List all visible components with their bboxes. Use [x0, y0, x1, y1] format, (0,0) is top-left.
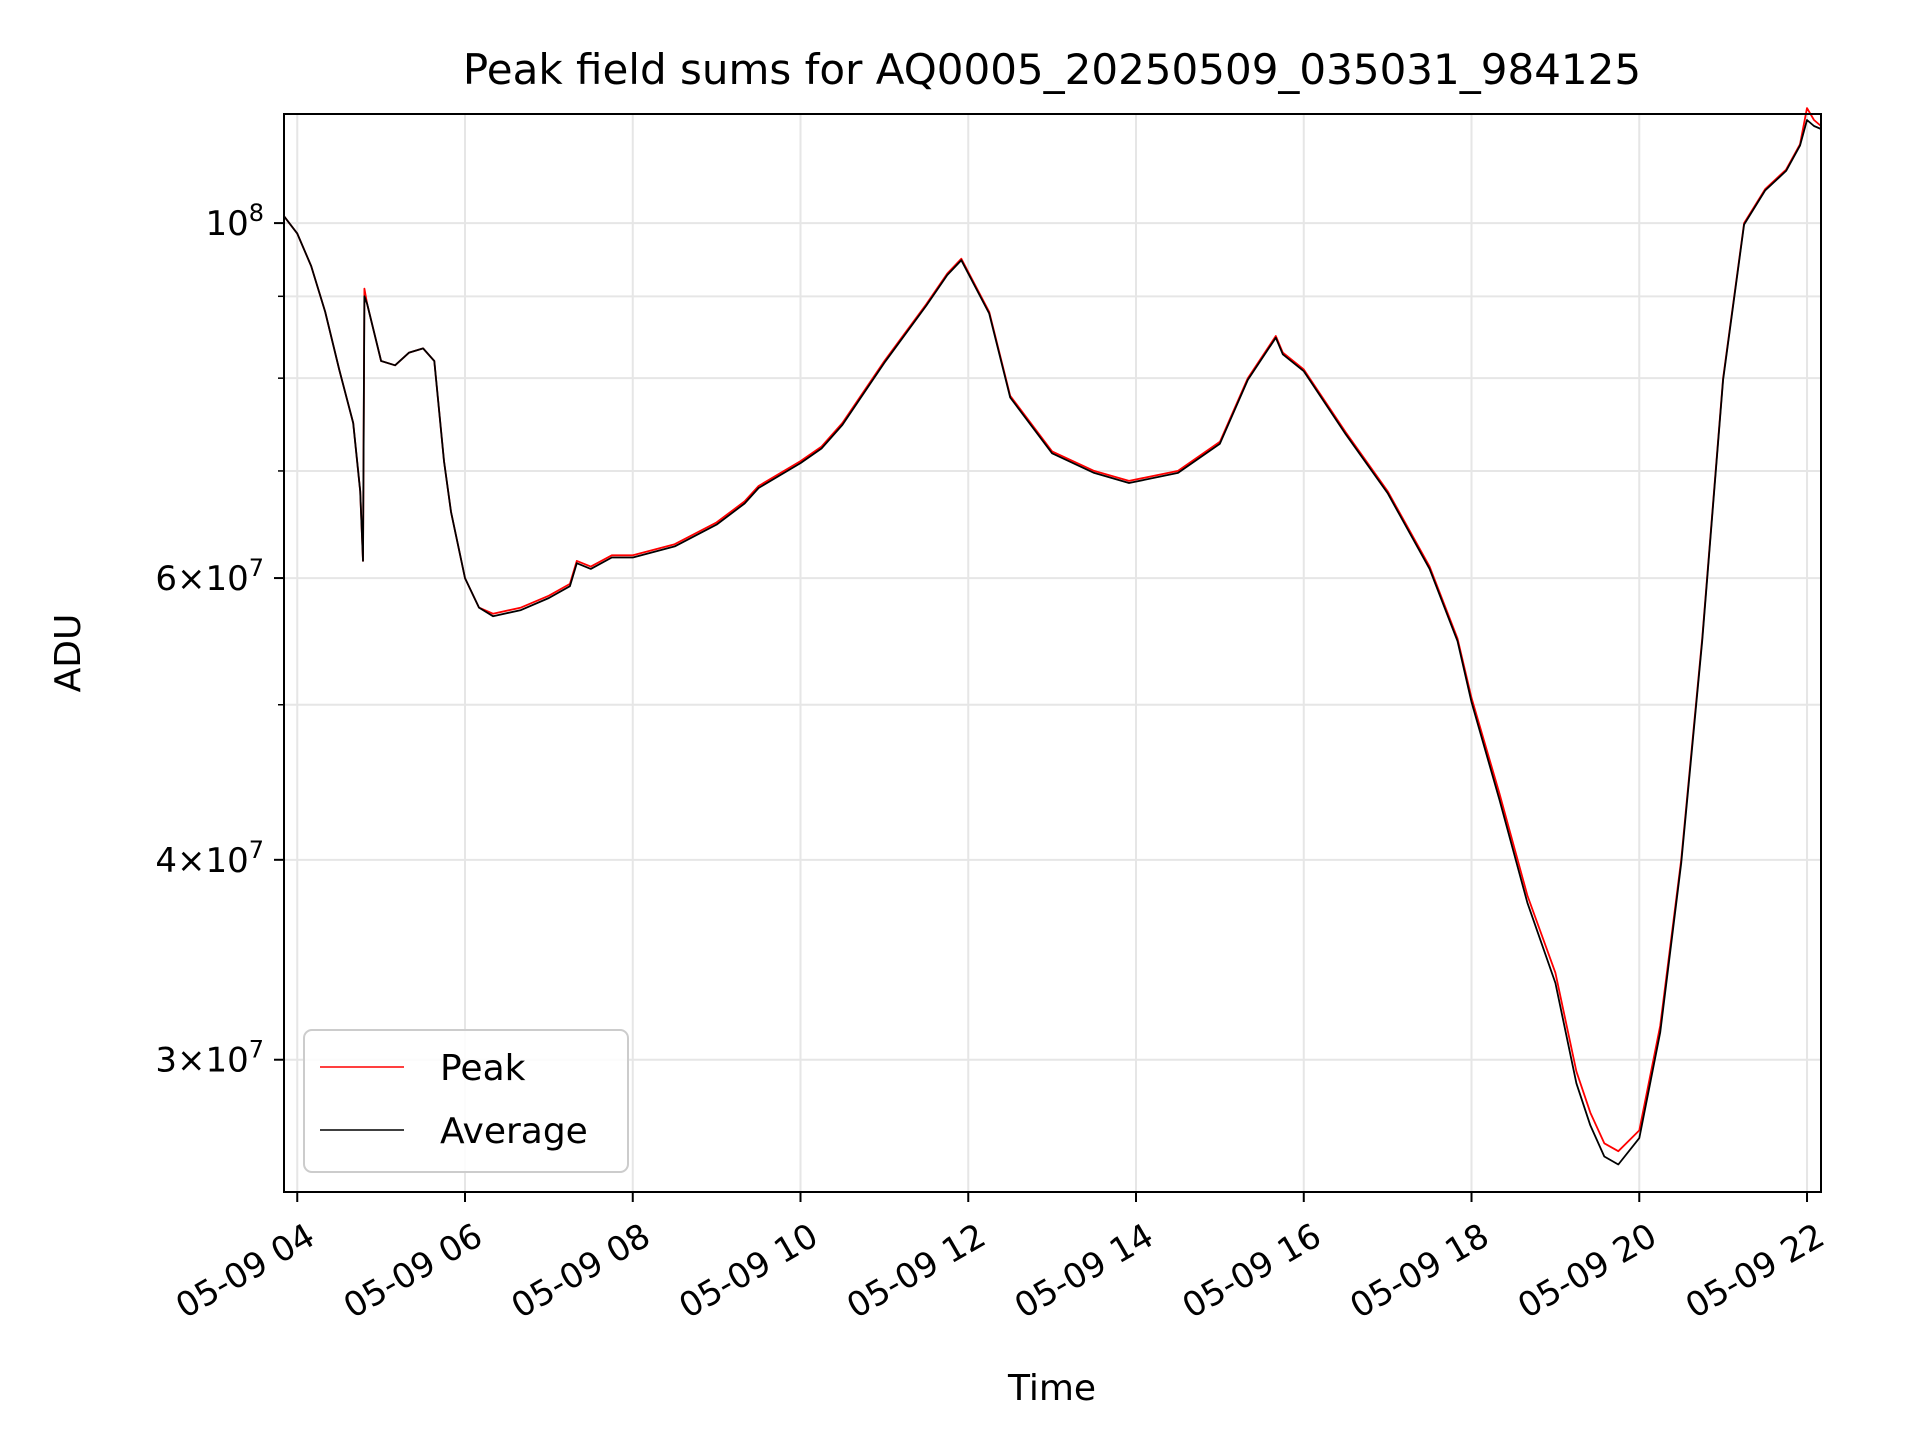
y-tick-label: 108: [205, 199, 264, 244]
plot-frame: [283, 113, 1822, 1193]
y-axis-label: ADU: [48, 614, 89, 693]
y-tick-label: 3×107: [155, 1036, 264, 1081]
series-line-average: [283, 119, 1822, 1166]
legend-box: [303, 1029, 629, 1173]
grid: [284, 114, 1821, 1192]
y-axis: 3×107 4×107 6×107 108: [155, 199, 284, 1081]
y-tick-label: 4×107: [155, 836, 264, 881]
legend-peak-label: Peak: [440, 1048, 526, 1089]
series-layer: [283, 107, 1822, 1166]
legend: Peak Average: [303, 1029, 629, 1173]
legend-average-label: Average: [440, 1111, 588, 1152]
chart-title: Peak field sums for AQ0005_20250509_0350…: [463, 45, 1641, 94]
y-tick-label: 6×107: [155, 554, 264, 599]
x-axis-label: Time: [1007, 1368, 1096, 1409]
